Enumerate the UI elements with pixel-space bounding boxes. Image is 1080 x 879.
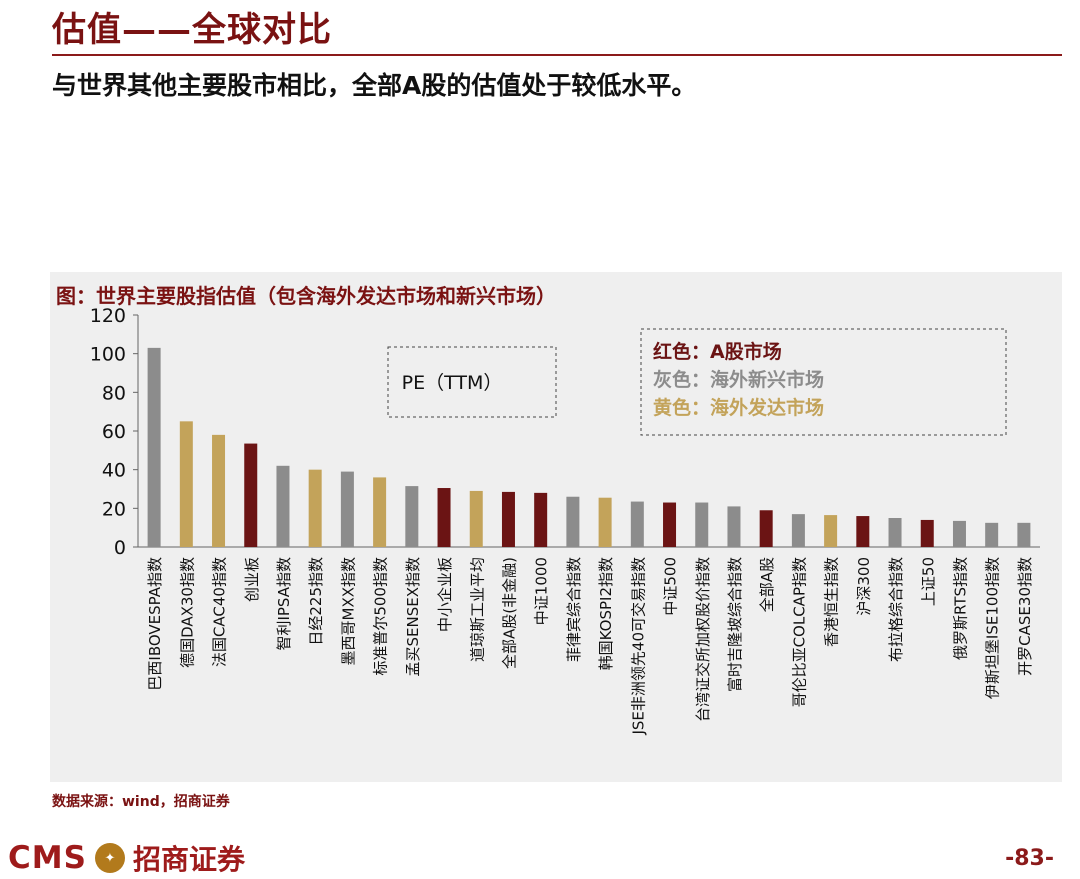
bar — [1017, 522, 1031, 547]
x-tick-label: JSE非洲领先40可交易指数 — [629, 557, 647, 736]
bar — [920, 519, 934, 547]
bar — [147, 347, 161, 547]
x-axis-labels: 巴西IBOVESPA指数 德国DAX30指数 法国CAC40指数 创业板 智利IPSA指… — [146, 557, 1034, 736]
chart-title: 图：世界主要股指估值（包含海外发达市场和新兴市场） — [56, 284, 556, 308]
logo-emblem-icon: ✦ — [94, 843, 125, 873]
bar — [405, 486, 419, 547]
y-tick-label: 100 — [90, 344, 126, 366]
y-tick-label: 40 — [102, 460, 126, 482]
bar — [952, 520, 966, 547]
logo-latin: CMS — [8, 840, 87, 876]
bar — [663, 502, 677, 547]
bar — [630, 501, 644, 547]
x-tick-label: 智利IPSA指数 — [275, 557, 293, 651]
title-divider — [52, 54, 1062, 56]
y-axis: 0 20 40 60 80 100 120 — [90, 305, 1040, 559]
bar — [437, 488, 451, 547]
x-tick-label: 日经225指数 — [307, 557, 325, 646]
x-tick-label: 沪深300 — [855, 557, 873, 616]
x-tick-label: 德国DAX30指数 — [178, 557, 196, 668]
x-tick-label: 中证500 — [662, 557, 680, 616]
y-tick-label: 0 — [114, 537, 126, 559]
x-tick-label: 菲律宾综合指数 — [565, 557, 583, 662]
annotation-box: PE（TTM） — [387, 346, 557, 418]
x-tick-label: 标准普尔500指数 — [372, 557, 390, 676]
x-tick-label: 中证1000 — [533, 557, 551, 625]
x-tick-label: 布拉格综合指数 — [887, 557, 905, 662]
bar — [791, 514, 805, 547]
x-tick-label: 法国CAC40指数 — [211, 557, 229, 667]
page-subtitle: 与世界其他主要股市相比，全部A股的估值处于较低水平。 — [52, 71, 697, 100]
bar — [534, 492, 548, 547]
annotation-text: PE（TTM） — [402, 372, 503, 394]
bar — [566, 496, 580, 547]
legend-item-a-share: 红色：A股市场 — [653, 340, 782, 363]
x-tick-label: 台湾证交所加权股价指数 — [694, 557, 712, 722]
x-tick-label: 哥伦比亚COLCAP指数 — [790, 557, 808, 707]
y-tick-label: 80 — [102, 382, 126, 404]
bar — [598, 497, 612, 547]
x-tick-label: 开罗CASE30指数 — [1016, 557, 1034, 676]
bar — [340, 471, 354, 547]
bar — [759, 510, 773, 547]
page-number: -83- — [1005, 846, 1054, 871]
bar — [179, 421, 193, 547]
x-tick-label: 巴西IBOVESPA指数 — [146, 557, 164, 691]
x-tick-label: 伊斯坦堡ISE100指数 — [984, 557, 1002, 699]
x-tick-label: 全部A股(非金融) — [500, 557, 518, 669]
y-tick-label: 60 — [102, 421, 126, 443]
bar — [244, 443, 258, 547]
x-tick-label: 孟买SENSEX指数 — [404, 557, 422, 677]
page-title: 估值——全球对比 — [52, 10, 332, 50]
bar — [373, 477, 387, 547]
y-tick-label: 20 — [102, 498, 126, 520]
legend-item-emerging: 灰色：海外新兴市场 — [653, 368, 824, 391]
bar — [985, 522, 999, 547]
y-tick-label: 120 — [90, 305, 126, 327]
x-tick-label: 道琼斯工业平均 — [468, 557, 486, 662]
x-tick-label: 全部A股 — [758, 557, 776, 612]
bar — [695, 502, 709, 547]
x-tick-label: 韩国KOSPI2指数 — [597, 557, 615, 670]
x-tick-label: 墨西哥MXX指数 — [339, 557, 357, 666]
bar — [308, 469, 322, 547]
legend: 红色：A股市场 灰色：海外新兴市场 黄色：海外发达市场 — [640, 328, 1007, 436]
legend-item-developed: 黄色：海外发达市场 — [653, 396, 824, 419]
pe-bar-chart: 0 20 40 60 80 100 120 巴西IBOVESPA指数 德国DAX30指数 法国C… — [90, 305, 1040, 736]
bar — [888, 518, 902, 547]
bar — [469, 490, 483, 547]
logo-chinese: 招商证券 — [132, 843, 245, 876]
bars — [147, 347, 1031, 547]
bar — [824, 515, 838, 547]
bar — [212, 434, 226, 547]
x-tick-label: 香港恒生指数 — [823, 557, 841, 647]
bar — [727, 506, 741, 547]
x-tick-label: 中小企业板 — [436, 557, 454, 632]
x-tick-label: 俄罗斯RTS指数 — [951, 557, 969, 660]
cms-logo: CMS ✦ 招商证券 — [8, 838, 245, 878]
bar — [856, 516, 870, 547]
x-tick-label: 上证50 — [919, 557, 937, 606]
bar — [501, 491, 515, 547]
data-source: 数据来源：wind，招商证券 — [52, 794, 230, 810]
x-tick-label: 富时吉隆坡综合指数 — [726, 557, 744, 692]
bar — [276, 465, 290, 547]
x-tick-label: 创业板 — [243, 557, 261, 602]
